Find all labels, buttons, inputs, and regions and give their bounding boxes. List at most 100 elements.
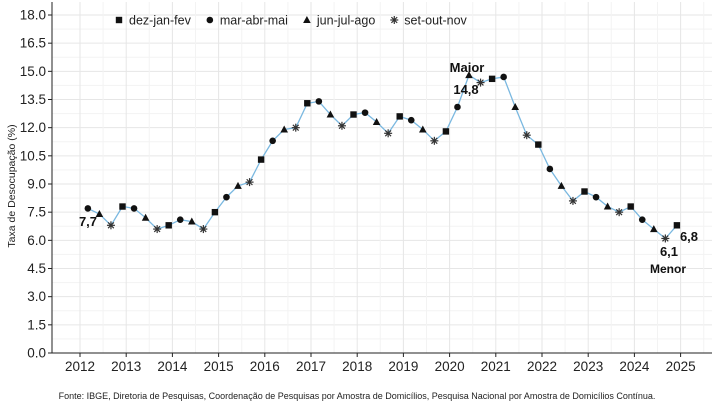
y-tick-label: 9.0	[27, 177, 46, 192]
grid-lines	[52, 2, 712, 354]
legend-item: set-out-nov	[390, 14, 468, 28]
annotation-start-value: 7,7	[79, 214, 97, 229]
y-tick-label: 12.0	[20, 120, 46, 135]
legend-label: mar-abr-mai	[220, 14, 288, 28]
data-point-circle	[84, 205, 92, 212]
x-tick-label: 2013	[111, 359, 141, 374]
data-point-triangle	[188, 217, 196, 225]
data-point-square	[442, 128, 450, 135]
source-caption: Fonte: IBGE, Diretoria de Pesquisas, Coo…	[58, 391, 656, 401]
y-tick-label: 18.0	[20, 8, 46, 23]
y-tick-label: 13.5	[20, 92, 46, 107]
y-axis-tick-labels: 0.0 1.5 3.0 4.5 6.0 7.5 9.0 10.5 12.0 13.5 15.0 16.…	[20, 8, 52, 361]
data-point-square	[165, 222, 172, 229]
data-point-circle	[223, 193, 230, 201]
data-point-asterisk	[384, 129, 393, 138]
legend-item: dez-jan-fev	[115, 14, 192, 28]
legend-item: mar-abr-mai	[206, 14, 288, 28]
data-point-asterisk	[153, 225, 162, 234]
data-point-circle	[546, 165, 554, 173]
y-tick-label: 16.5	[20, 36, 46, 51]
data-point-asterisk	[106, 221, 115, 230]
data-point-square	[673, 222, 681, 229]
legend-square-icon	[115, 16, 123, 24]
data-point-circle	[315, 98, 323, 105]
data-point-circle	[176, 216, 184, 223]
legend-circle-icon	[206, 16, 214, 24]
legend-label: jun-jul-ago	[316, 14, 375, 28]
data-point-asterisk	[568, 196, 577, 205]
annotation-max-value: 14,8	[453, 82, 478, 97]
data-point-triangle	[465, 71, 473, 79]
data-point-triangle	[603, 202, 612, 210]
data-point-circle	[592, 193, 600, 201]
data-point-triangle	[234, 181, 242, 189]
y-tick-label: 3.0	[27, 289, 46, 304]
data-point-asterisk	[615, 208, 624, 217]
data-point-square	[488, 75, 496, 83]
x-tick-label: 2023	[573, 359, 603, 374]
x-tick-label: 2025	[666, 359, 696, 374]
data-point-square	[350, 111, 357, 118]
x-tick-label: 2019	[388, 359, 418, 374]
data-point-triangle	[326, 110, 335, 118]
legend-triangle-icon	[303, 16, 311, 23]
data-point-triangle	[141, 213, 150, 221]
x-tick-label: 2012	[65, 359, 95, 374]
annotation-last-value: 6,8	[680, 229, 698, 244]
x-tick-label: 2018	[342, 359, 372, 374]
data-point-square	[119, 203, 126, 210]
data-point-square	[211, 208, 219, 216]
data-point-triangle	[280, 125, 289, 133]
x-tick-label: 2022	[527, 359, 557, 374]
data-point-asterisk	[430, 136, 439, 145]
y-tick-label: 6.0	[27, 233, 46, 248]
y-tick-label: 15.0	[20, 64, 46, 79]
annotation-min-value: 6,1	[660, 244, 678, 259]
y-tick-label: 1.5	[27, 317, 46, 332]
x-tick-label: 2017	[296, 359, 326, 374]
data-point-circle	[407, 116, 415, 124]
legend-label: set-out-nov	[404, 14, 467, 28]
series-line	[87, 74, 678, 240]
data-point-square	[581, 188, 588, 195]
legend-asterisk-icon	[390, 16, 399, 24]
y-axis-label: Taxa de Desocupação (%)	[6, 124, 18, 247]
x-tick-label: 2024	[619, 359, 650, 374]
axes	[51, 2, 712, 354]
data-point-circle	[269, 137, 276, 145]
data-point-asterisk	[291, 123, 300, 132]
data-point-triangle	[557, 181, 566, 189]
data-point-square	[396, 113, 403, 120]
data-point-circle	[130, 205, 138, 212]
data-point-circle	[454, 103, 461, 111]
legend-item: jun-jul-ago	[303, 14, 375, 28]
data-point-asterisk	[245, 178, 254, 187]
data-point-circle	[500, 73, 507, 81]
x-tick-label: 2014	[157, 359, 188, 374]
data-point-triangle	[95, 210, 104, 218]
y-tick-label: 4.5	[27, 261, 46, 276]
annotation-max-label: Maior	[450, 60, 485, 75]
data-point-circle	[361, 109, 369, 116]
data-point-asterisk	[661, 234, 670, 243]
x-tick-label: 2015	[204, 359, 234, 374]
data-point-square	[627, 203, 634, 210]
data-point-triangle	[511, 103, 520, 111]
legend: dez-jan-fev mar-abr-mai jun-jul-ago set-out…	[115, 14, 468, 28]
data-point-circle	[638, 216, 646, 223]
data-point-asterisk	[337, 121, 346, 130]
x-tick-label: 2016	[250, 359, 280, 374]
x-tick-label: 2021	[481, 359, 511, 374]
data-point-asterisk	[522, 131, 531, 140]
y-tick-label: 0.0	[27, 346, 46, 361]
legend-label: dez-jan-fev	[129, 14, 192, 28]
x-tick-label: 2020	[435, 359, 465, 374]
data-point-square	[257, 156, 265, 163]
data-point-triangle	[372, 118, 381, 126]
y-tick-label: 7.5	[27, 205, 46, 220]
data-point-triangle	[650, 225, 658, 233]
y-tick-label: 10.5	[20, 148, 46, 163]
data-point-triangle	[419, 125, 427, 133]
